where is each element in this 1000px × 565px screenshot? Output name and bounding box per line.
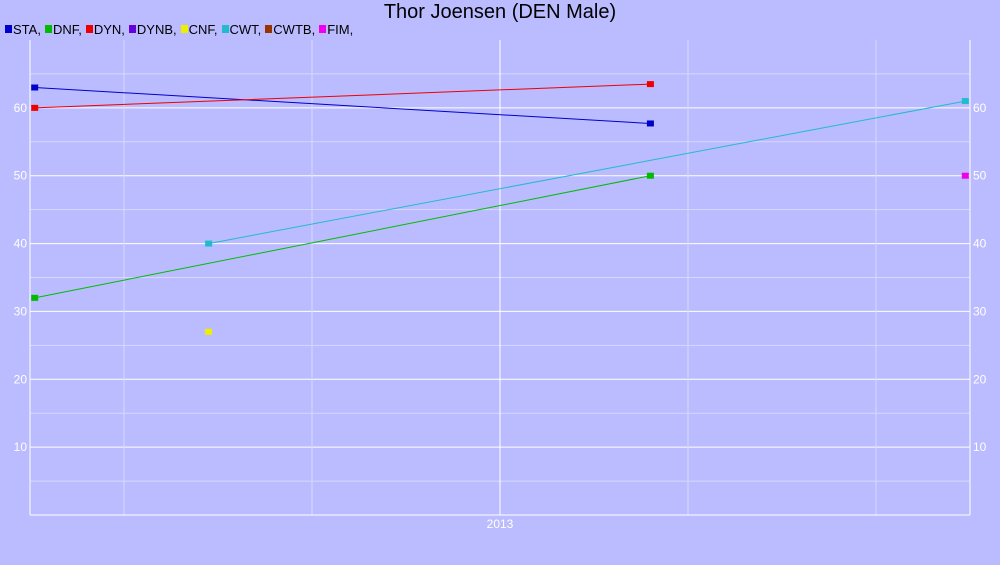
data-point-sta — [31, 84, 39, 91]
legend-item-cwt: CWT, — [221, 21, 262, 37]
series-line-cwt — [208, 100, 966, 245]
legend: STA, DNF, DYN, DYNB, CNF, CWT, CWTB, FIM, — [5, 21, 357, 37]
y-tick-label-right: 60 — [973, 101, 987, 115]
y-tick-label-left: 20 — [14, 372, 28, 386]
legend-swatch-dyn — [85, 25, 93, 33]
legend-swatch-cwtb — [265, 25, 273, 33]
legend-label-dnf: DNF, — [52, 21, 82, 37]
legend-item-sta: STA, — [5, 22, 41, 37]
y-tick-label-left: 60 — [14, 101, 28, 115]
y-tick-label-left: 50 — [14, 169, 28, 183]
legend-swatch-dnf — [44, 25, 52, 33]
data-point-dyn — [31, 104, 39, 111]
legend-swatch-fim — [319, 25, 327, 33]
legend-item-dynb: DYNB, — [128, 21, 177, 37]
legend-item-dyn: DYN, — [85, 21, 125, 37]
legend-label-cwtb: CWTB, — [273, 21, 316, 37]
series-line-dyn — [34, 83, 651, 109]
legend-label-sta: STA, — [13, 21, 41, 37]
legend-swatch-cnf — [180, 25, 188, 33]
y-tick-label-left: 10 — [14, 440, 28, 454]
legend-item-dnf: DNF, — [44, 21, 82, 37]
legend-swatch-dynb — [128, 25, 136, 33]
data-point-dnf — [31, 294, 39, 301]
legend-swatch-cwt — [221, 25, 229, 33]
series-line-sta — [34, 87, 651, 124]
legend-item-fim: FIM, — [319, 22, 353, 37]
legend-item-cnf: CNF, — [180, 21, 218, 37]
legend-item-cwtb: CWTB, — [265, 22, 315, 37]
data-point-cwt — [205, 240, 213, 247]
legend-swatch-sta — [5, 25, 12, 33]
y-tick-label-right: 10 — [973, 440, 987, 454]
data-point-dyn — [646, 81, 654, 88]
data-point-cwt — [961, 98, 969, 105]
data-point-cnf — [205, 328, 213, 335]
y-tick-label-left: 30 — [14, 304, 28, 318]
x-tick-label: 2013 — [487, 517, 514, 531]
legend-label-fim: FIM, — [327, 21, 354, 37]
legend-label-cwt: CWT, — [229, 21, 262, 37]
legend-label-dynb: DYNB, — [136, 21, 177, 37]
series-line-dnf — [34, 175, 651, 299]
data-point-sta — [646, 120, 654, 127]
y-tick-label-right: 20 — [973, 372, 987, 386]
data-point-dnf — [646, 172, 654, 179]
chart-title: Thor Joensen (DEN Male) — [383, 1, 617, 23]
y-tick-label-right: 50 — [973, 169, 987, 183]
y-tick-label-right: 30 — [973, 304, 987, 318]
y-tick-label-left: 40 — [14, 237, 28, 251]
legend-label-dyn: DYN, — [93, 21, 125, 37]
y-tick-label-right: 40 — [973, 237, 987, 251]
legend-label-cnf: CNF, — [188, 21, 218, 37]
data-point-fim — [961, 172, 969, 179]
